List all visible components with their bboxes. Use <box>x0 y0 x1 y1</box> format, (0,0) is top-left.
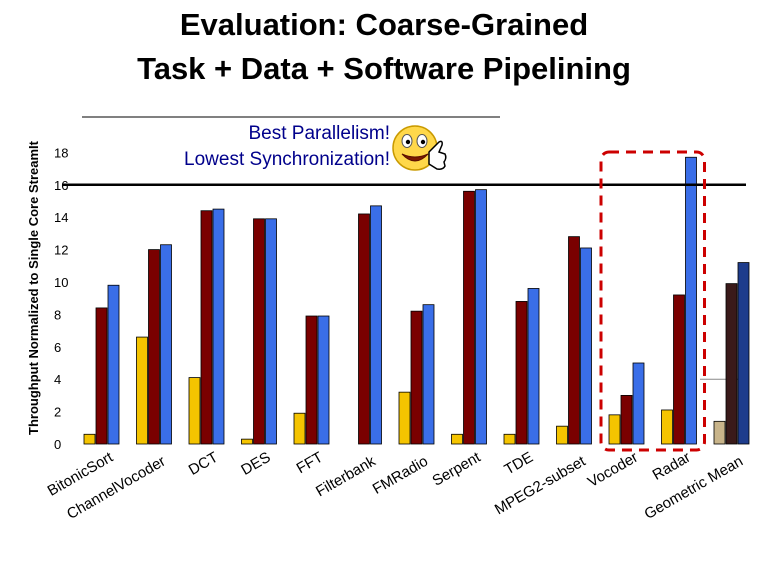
bar-vocoder-s3 <box>632 362 645 445</box>
bar-radar-s1 <box>661 409 673 445</box>
bar-des-s1 <box>241 438 253 445</box>
bar-fft-s2 <box>305 315 318 445</box>
bar-dct-s1 <box>188 377 201 445</box>
x-tick-label: Geometric Mean <box>641 453 746 523</box>
y-tick-label: 4 <box>54 372 61 387</box>
bar-serpent-s3 <box>475 189 487 445</box>
y-tick-label: 8 <box>54 307 61 322</box>
bar-tde-s2 <box>515 301 528 445</box>
x-tick-label: TDE <box>502 449 536 479</box>
bar-filterbank-s3 <box>370 205 382 445</box>
y-tick-label: 6 <box>54 340 61 355</box>
x-tick-label: Serpent <box>429 448 484 489</box>
y-axis-label: Throughput Normalized to Single Core Str… <box>26 140 41 435</box>
y-tick-label: 16 <box>54 178 68 193</box>
bar-dct-s2 <box>200 210 213 445</box>
bar-channelvocoder-s2 <box>148 249 160 445</box>
bar-tde-s3 <box>527 288 540 445</box>
bar-radar-s3 <box>685 156 697 445</box>
y-tick-label: 14 <box>54 210 68 225</box>
x-tick-label: Vocoder <box>585 449 641 491</box>
bars <box>83 156 750 445</box>
smiley-thumbs-up-icon <box>392 125 447 171</box>
bar-bitonicsort-s2 <box>95 307 108 445</box>
bar-fft-s1 <box>293 412 306 445</box>
bar-vocoder-s2 <box>620 394 633 445</box>
x-tick-label: Radar <box>650 449 694 484</box>
title-line-2: Task + Data + Software Pipelining <box>137 51 631 86</box>
bar-mpeg2-subset-s1 <box>556 425 568 445</box>
bar-dct-s3 <box>212 208 225 445</box>
bar-des-s2 <box>253 218 265 445</box>
bar-geometric-mean-s1 <box>713 420 726 445</box>
bar-geometric-mean-s3 <box>737 262 750 445</box>
bar-bitonicsort-s1 <box>83 433 96 445</box>
highlight-box <box>599 150 706 452</box>
bar-fft-s3 <box>317 315 330 445</box>
bar-tde-s1 <box>503 433 516 445</box>
x-tick-label: ChannelVocoder <box>64 453 169 523</box>
bar-channelvocoder-s3 <box>160 244 172 445</box>
y-tick-label: 0 <box>54 437 61 452</box>
bar-des-s3 <box>265 218 277 445</box>
bar-mpeg2-subset-s3 <box>580 247 592 445</box>
bar-serpent-s1 <box>451 433 463 445</box>
x-tick-label: FMRadio <box>370 453 431 498</box>
bar-channelvocoder-s1 <box>136 336 148 445</box>
bar-fmradio-s2 <box>410 310 423 445</box>
y-tick-label: 12 <box>54 243 68 258</box>
bar-bitonicsort-s3 <box>107 284 120 445</box>
bar-geometric-mean-s2 <box>725 283 738 445</box>
x-tick-label: DCT <box>186 449 221 479</box>
title-line-1: Evaluation: Coarse-Grained <box>179 7 589 42</box>
bar-filterbank-s2 <box>358 213 370 445</box>
callout-line-1: Best Parallelism! <box>248 123 391 144</box>
bar-fmradio-s3 <box>422 304 435 445</box>
y-tick-label: 10 <box>54 275 68 290</box>
y-tick-label: 18 <box>54 145 68 160</box>
y-axis: 0 2 4 6 8 10 12 14 16 18 Throughput Normalized to … <box>26 140 746 452</box>
x-tick-label: FFT <box>294 449 326 477</box>
bar-mpeg2-subset-s2 <box>568 236 580 445</box>
y-tick-label: 2 <box>54 405 61 420</box>
bar-serpent-s2 <box>463 190 475 445</box>
bar-vocoder-s1 <box>608 414 621 445</box>
bar-radar-s2 <box>673 294 685 445</box>
callout-line-2: Lowest Synchronization! <box>184 149 390 170</box>
bar-fmradio-s1 <box>398 391 411 445</box>
x-tick-label: DES <box>238 449 273 479</box>
